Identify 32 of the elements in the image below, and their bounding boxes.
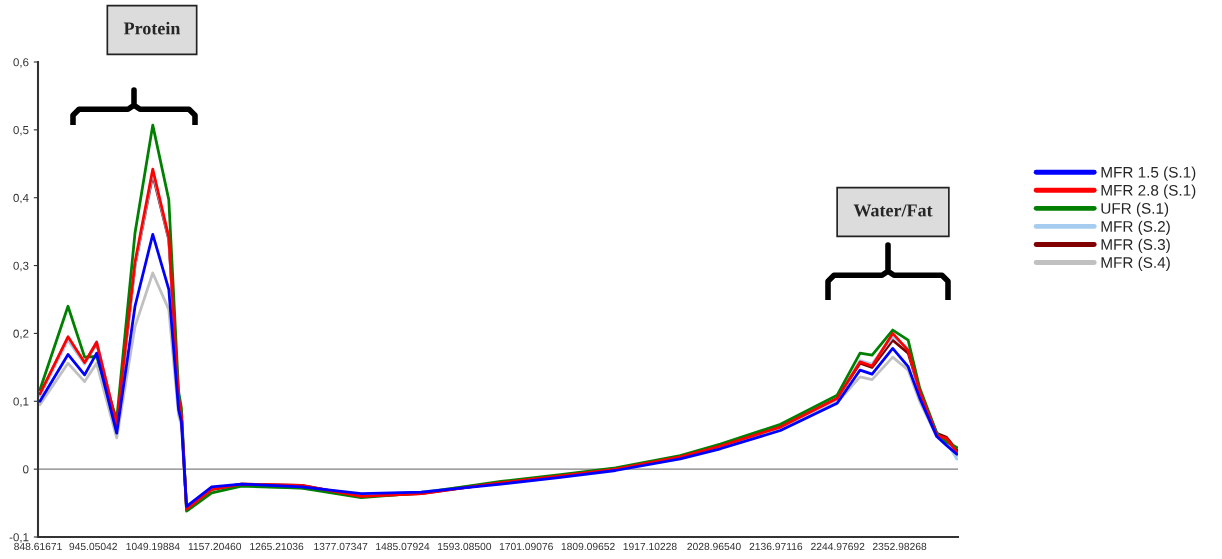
y-tick-label: 0,5: [13, 125, 29, 136]
x-tick-label: 1049.19884: [126, 542, 180, 551]
x-tick-label: 1485.07924: [376, 542, 430, 551]
x-tick-label: 1701.09076: [499, 542, 553, 551]
legend-label: MFR (S.4): [1101, 256, 1170, 272]
y-tick-label: 0,6: [13, 58, 29, 68]
text: Protein: [123, 21, 181, 35]
y-tick-label: 0: [23, 465, 29, 474]
y-tick-label: 0,2: [13, 329, 29, 340]
legend-label: MFR 2.8 (S.1): [1101, 184, 1196, 199]
annotation: Water/Fat: [853, 204, 933, 217]
x-tick-label: 2352.98268: [872, 542, 927, 551]
y-tick-label: -0,1: [9, 533, 29, 543]
x-tick-label: 1377.07347: [314, 542, 368, 551]
y-tick-label: 0,3: [13, 261, 29, 272]
x-tick-label: 1157.20460: [188, 542, 242, 551]
x-tick-label: 1917.10228: [623, 542, 677, 551]
y-tick-label: 0,1: [13, 397, 29, 407]
line-series: [38, 232, 958, 508]
x-tick-label: 848.61671: [14, 542, 62, 551]
x-tick-label: 2136.97116: [749, 542, 803, 551]
x-tick-label: 1593.08500: [438, 542, 492, 551]
legend-label: MFR 1.5 (S.1): [1101, 166, 1196, 181]
legend-label: MFR (S.3): [1101, 238, 1170, 253]
x-tick-label: 2028.96540: [687, 542, 741, 551]
x-tick-label: 2244.97692: [811, 542, 865, 551]
x-tick-label: 1265.21036: [250, 542, 304, 551]
legend-label: UFR (S.1): [1101, 202, 1169, 217]
x-tick-label: 945.05042: [69, 542, 118, 551]
y-tick-label: 0,4: [13, 193, 29, 204]
legend-label: MFR (S.2): [1101, 220, 1170, 235]
x-tick-label: 1809.09652: [561, 542, 615, 551]
